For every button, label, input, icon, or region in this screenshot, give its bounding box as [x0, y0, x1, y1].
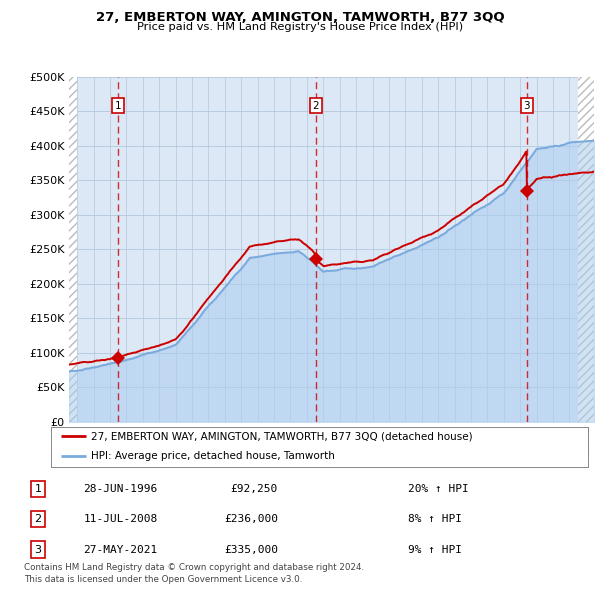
Text: £236,000: £236,000	[224, 514, 278, 524]
Text: Price paid vs. HM Land Registry's House Price Index (HPI): Price paid vs. HM Land Registry's House …	[137, 22, 463, 32]
Text: 2: 2	[312, 101, 319, 111]
Text: £335,000: £335,000	[224, 545, 278, 555]
Text: 27, EMBERTON WAY, AMINGTON, TAMWORTH, B77 3QQ: 27, EMBERTON WAY, AMINGTON, TAMWORTH, B7…	[95, 11, 505, 24]
Text: 11-JUL-2008: 11-JUL-2008	[83, 514, 157, 524]
Text: 20% ↑ HPI: 20% ↑ HPI	[407, 484, 468, 494]
Text: 27, EMBERTON WAY, AMINGTON, TAMWORTH, B77 3QQ (detached house): 27, EMBERTON WAY, AMINGTON, TAMWORTH, B7…	[91, 431, 473, 441]
Text: 1: 1	[35, 484, 41, 494]
Text: 28-JUN-1996: 28-JUN-1996	[83, 484, 157, 494]
Text: 27-MAY-2021: 27-MAY-2021	[83, 545, 157, 555]
Bar	[578, 77, 594, 422]
Text: 1: 1	[115, 101, 121, 111]
Bar	[69, 77, 77, 422]
Text: 8% ↑ HPI: 8% ↑ HPI	[407, 514, 461, 524]
Text: 3: 3	[524, 101, 530, 111]
Text: £92,250: £92,250	[230, 484, 278, 494]
Text: 2: 2	[35, 514, 41, 524]
Text: HPI: Average price, detached house, Tamworth: HPI: Average price, detached house, Tamw…	[91, 451, 335, 461]
Text: Contains HM Land Registry data © Crown copyright and database right 2024.
This d: Contains HM Land Registry data © Crown c…	[24, 563, 364, 584]
Text: 9% ↑ HPI: 9% ↑ HPI	[407, 545, 461, 555]
Text: 3: 3	[35, 545, 41, 555]
